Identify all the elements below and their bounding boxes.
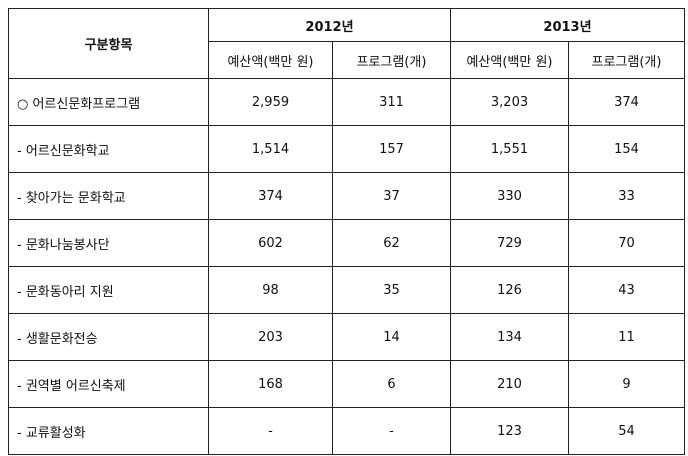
program-2012-cell: 311 bbox=[332, 78, 451, 126]
budget-2012-cell: 602 bbox=[208, 219, 333, 267]
program-header-2013: 프로그램(개) bbox=[568, 41, 685, 79]
program-2013-cell: 43 bbox=[568, 266, 685, 314]
budget-header-2012: 예산액(백만 원) bbox=[208, 41, 333, 79]
budget-2012-cell: 203 bbox=[208, 313, 333, 361]
program-2013-cell: 374 bbox=[568, 78, 685, 126]
program-2013-cell: 33 bbox=[568, 172, 685, 220]
row-item-label: - 찾아가는 문화학교 bbox=[8, 172, 209, 220]
row-item-label: - 교류활성화 bbox=[8, 407, 209, 455]
row-item-label: - 문화동아리 지원 bbox=[8, 266, 209, 314]
program-2013-cell: 9 bbox=[568, 360, 685, 408]
table-row: - 문화나눔봉사단 602 62 729 70 bbox=[8, 219, 685, 267]
table-row: - 교류활성화 - - 123 54 bbox=[8, 407, 685, 455]
budget-2013-cell: 3,203 bbox=[450, 78, 569, 126]
year-header-2012: 2012년 bbox=[208, 8, 451, 42]
program-header-2012: 프로그램(개) bbox=[332, 41, 451, 79]
program-2012-cell: 14 bbox=[332, 313, 451, 361]
program-2013-cell: 154 bbox=[568, 125, 685, 173]
budget-header-2013: 예산액(백만 원) bbox=[450, 41, 569, 79]
budget-2012-cell: 374 bbox=[208, 172, 333, 220]
budget-2012-cell: 98 bbox=[208, 266, 333, 314]
row-item-label: - 어르신문화학교 bbox=[8, 125, 209, 173]
program-2013-cell: 54 bbox=[568, 407, 685, 455]
program-2013-cell: 70 bbox=[568, 219, 685, 267]
item-column-header: 구분항목 bbox=[8, 8, 209, 79]
table-row: - 찾아가는 문화학교 374 37 330 33 bbox=[8, 172, 685, 220]
program-2012-cell: 37 bbox=[332, 172, 451, 220]
budget-2013-cell: 134 bbox=[450, 313, 569, 361]
budget-2013-cell: 729 bbox=[450, 219, 569, 267]
table-row: - 생활문화전승 203 14 134 11 bbox=[8, 313, 685, 361]
table-row: - 권역별 어르신축제 168 6 210 9 bbox=[8, 360, 685, 408]
budget-2013-cell: 126 bbox=[450, 266, 569, 314]
row-item-label: - 생활문화전승 bbox=[8, 313, 209, 361]
budget-2012-cell: 168 bbox=[208, 360, 333, 408]
program-2012-cell: 6 bbox=[332, 360, 451, 408]
row-item-label: - 권역별 어르신축제 bbox=[8, 360, 209, 408]
budget-2012-cell: 2,959 bbox=[208, 78, 333, 126]
budget-2013-cell: 123 bbox=[450, 407, 569, 455]
row-item-label: ○ 어르신문화프로그램 bbox=[8, 78, 209, 126]
program-2013-cell: 11 bbox=[568, 313, 685, 361]
year-header-2013: 2013년 bbox=[450, 8, 685, 42]
budget-2013-cell: 1,551 bbox=[450, 125, 569, 173]
budget-2013-cell: 210 bbox=[450, 360, 569, 408]
table-row: ○ 어르신문화프로그램 2,959 311 3,203 374 bbox=[8, 78, 685, 126]
budget-table: 구분항목 2012년 2013년 예산액(백만 원) 프로그램(개) 예산액(백… bbox=[8, 8, 685, 455]
budget-2012-cell: 1,514 bbox=[208, 125, 333, 173]
table-row: - 문화동아리 지원 98 35 126 43 bbox=[8, 266, 685, 314]
program-2012-cell: 35 bbox=[332, 266, 451, 314]
budget-2012-cell: - bbox=[208, 407, 333, 455]
table-row: - 어르신문화학교 1,514 157 1,551 154 bbox=[8, 125, 685, 173]
program-2012-cell: 157 bbox=[332, 125, 451, 173]
row-item-label: - 문화나눔봉사단 bbox=[8, 219, 209, 267]
year-header-row: 구분항목 2012년 2013년 bbox=[8, 8, 685, 79]
budget-2013-cell: 330 bbox=[450, 172, 569, 220]
program-2012-cell: - bbox=[332, 407, 451, 455]
program-2012-cell: 62 bbox=[332, 219, 451, 267]
sub-header-row: 예산액(백만 원) 프로그램(개) 예산액(백만 원) 프로그램(개) bbox=[9, 41, 685, 79]
